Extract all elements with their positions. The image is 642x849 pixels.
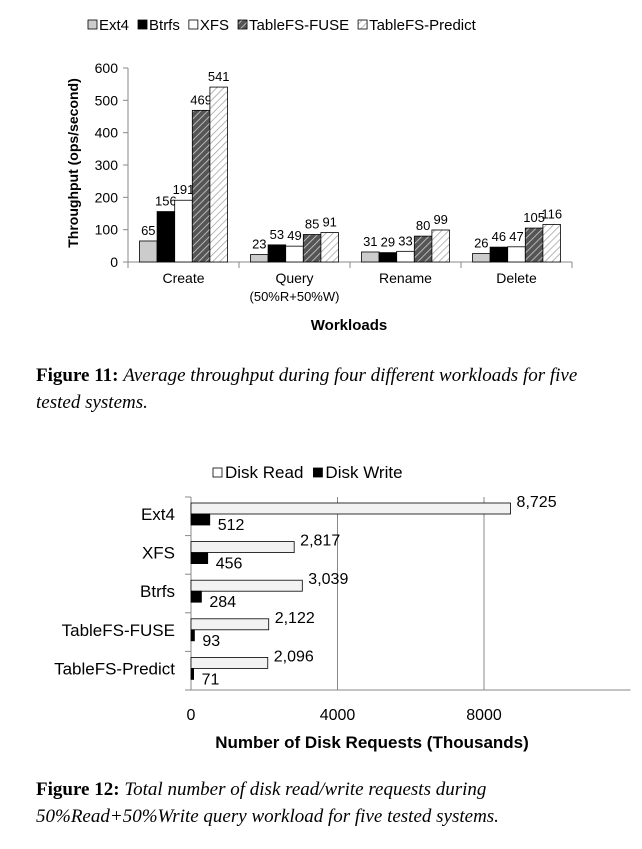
chart1-data-label: 541 (208, 69, 230, 84)
chart1-legend-swatch (87, 19, 98, 30)
chart1-data-label: 156 (155, 194, 177, 209)
figure12-caption: Figure 12: Total number of disk read/wri… (36, 776, 606, 830)
chart2-data-label-write: 93 (202, 633, 220, 650)
chart1-y-tick-label: 0 (110, 254, 118, 270)
chart2-data-label-read: 8,725 (517, 494, 557, 511)
chart2-data-label-read: 2,096 (274, 648, 314, 665)
chart1-data-label: 91 (322, 215, 336, 230)
chart2-x-axis-title: Number of Disk Requests (Thousands) (215, 733, 529, 752)
chart1-legend-label: XFS (200, 17, 229, 34)
chart2-bar-disk-write (190, 513, 211, 526)
figure12-label: Figure 12: (36, 779, 120, 800)
chart1-data-label: 99 (433, 212, 447, 227)
chart2-category-label: Btrfs (140, 582, 175, 601)
chart2-data-label-write: 512 (218, 517, 245, 534)
chart2-category-label: TableFS-Predict (54, 659, 175, 678)
figure11-caption: Figure 11: Average throughput during fou… (36, 362, 606, 416)
chart2-data-label-read: 3,039 (308, 571, 348, 588)
chart1-axes: 0 100 200 300 400 500 600 Create Query (50%R+50%W… (95, 60, 573, 304)
chart1-data-label: 31 (363, 234, 377, 249)
chart1-y-tick-label: 300 (95, 157, 119, 173)
chart1-category-label: Create (162, 270, 204, 286)
chart1-legend-swatch (237, 19, 248, 30)
chart1-data-label: 53 (270, 227, 284, 242)
chart1-legend-swatch (137, 19, 148, 30)
chart1-y-tick-label: 100 (95, 222, 119, 238)
chart1-legend-label: Btrfs (149, 17, 180, 34)
chart2-legend-swatch (212, 467, 223, 478)
chart1-data-label: 105 (523, 210, 545, 225)
chart2-x-tick-label: 8000 (466, 707, 502, 724)
chart1-legend: Ext4 Btrfs XFS TableFS-FUSE TableFS-Predict (87, 17, 477, 34)
chart1-data-label: 80 (416, 218, 430, 233)
chart2-data-label-read: 2,817 (300, 533, 340, 550)
chart2-x-tick-label: 0 (187, 707, 196, 724)
chart1-bar-tablefs-predict (320, 232, 339, 263)
figure11-text: Average throughput during four different… (36, 365, 578, 413)
chart1-y-tick-label: 600 (95, 60, 119, 76)
chart1-data-label: 23 (252, 237, 266, 252)
chart1-x-axis-title: Workloads (311, 317, 387, 334)
chart2-legend-label: Disk Write (325, 463, 402, 482)
chart2-bars: 8,725 512 2,817 456 3,039 284 2,122 93 2,096 71 (190, 494, 557, 688)
chart1-data-label: 33 (398, 233, 412, 248)
chart2-bar-disk-write (190, 590, 202, 603)
chart2-category-label: XFS (142, 544, 175, 563)
chart2-category-label: TableFS-FUSE (62, 621, 175, 640)
chart2-bar-disk-read (190, 618, 270, 631)
chart1-data-label: 65 (141, 223, 155, 238)
chart1-category-label: Query (275, 270, 313, 286)
chart1-y-tick-label: 400 (95, 125, 119, 141)
chart2-bar-disk-read (190, 579, 303, 592)
chart1-legend-label: TableFS-FUSE (249, 17, 349, 34)
chart1-bar-tablefs-predict (542, 224, 561, 263)
throughput-chart: Ext4 Btrfs XFS TableFS-FUSE TableFS-Predict … (65, 17, 573, 334)
chart2-bar-disk-write (190, 629, 195, 642)
chart1-data-label: 191 (173, 182, 195, 197)
chart2-data-label-write: 71 (202, 671, 220, 688)
chart2-data-label-read: 2,122 (275, 610, 315, 627)
chart2-bar-disk-write (190, 668, 195, 680)
chart1-bar-tablefs-predict (209, 86, 228, 263)
chart1-y-tick-label: 500 (95, 92, 119, 108)
chart1-y-tick-label: 200 (95, 189, 119, 205)
chart1-category-label: Rename (379, 270, 432, 286)
chart1-legend-swatch (188, 19, 199, 30)
chart1-bar-tablefs-predict (431, 229, 450, 263)
chart1-category-label: (50%R+50%W) (250, 289, 340, 304)
chart1-category-label: Delete (496, 270, 537, 286)
figure11-label: Figure 11: (36, 365, 119, 386)
chart2-legend-swatch (313, 467, 323, 478)
chart1-data-label: 49 (287, 228, 301, 243)
chart1-legend-label: Ext4 (99, 17, 129, 34)
chart1-data-label: 85 (305, 217, 319, 232)
chart1-data-label: 47 (509, 229, 523, 244)
disk-requests-chart: Disk Read Disk Write 0 4000 8000 Ext4 XFS Btrf… (54, 463, 631, 752)
chart2-x-tick-label: 4000 (320, 707, 356, 724)
chart1-y-axis-title: Throughput (ops/second) (65, 78, 81, 248)
chart2-legend: Disk Read Disk Write (212, 463, 403, 482)
chart1-legend-swatch (357, 19, 368, 30)
chart2-category-label: Ext4 (141, 505, 175, 524)
chart2-bar-disk-write (190, 552, 209, 564)
chart2-data-label-write: 284 (209, 594, 236, 611)
chart2-bar-disk-read (190, 541, 295, 553)
chart1-data-label: 46 (492, 229, 506, 244)
chart2-data-label-write: 456 (216, 556, 243, 573)
chart2-bar-disk-read (190, 657, 269, 669)
figure12-text: Total number of disk read/write requests… (36, 779, 499, 827)
chart2-axes: 0 4000 8000 Ext4 XFS Btrfs TableFS-FUSE TableFS… (54, 496, 631, 724)
chart1-data-label: 26 (474, 236, 488, 251)
chart1-legend-label: TableFS-Predict (369, 17, 477, 34)
chart1-data-label: 116 (541, 206, 562, 221)
chart2-bar-disk-read (190, 502, 511, 515)
chart1-data-label: 469 (190, 92, 212, 107)
chart1-data-label: 29 (381, 235, 395, 250)
chart2-legend-label: Disk Read (225, 463, 303, 482)
